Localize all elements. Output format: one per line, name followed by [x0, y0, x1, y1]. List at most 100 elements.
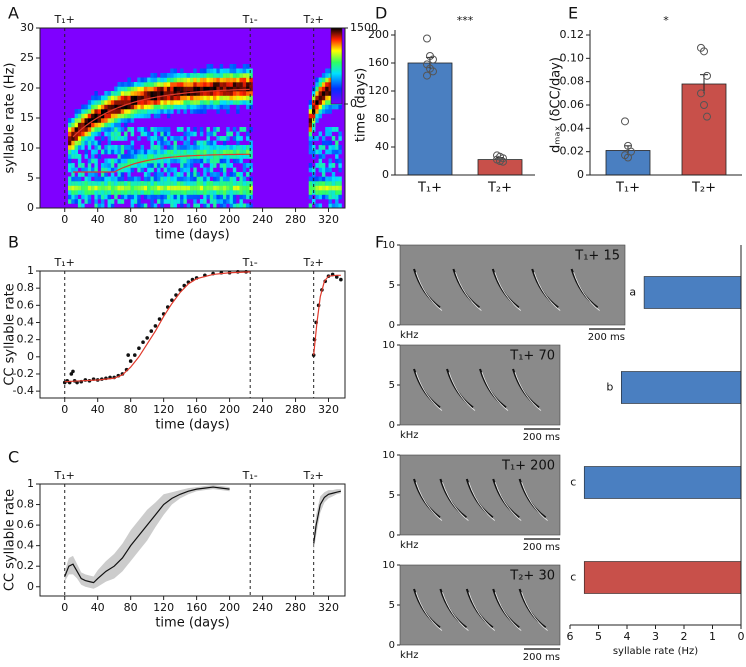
heatmap-cell — [190, 86, 194, 92]
heatmap-cell — [236, 73, 240, 78]
heatmap-cell — [87, 118, 92, 123]
heatmap-cell — [130, 203, 135, 209]
heatmap-cell — [104, 109, 108, 114]
x-tick-label: 160 — [186, 213, 207, 226]
heatmap-cell — [84, 131, 88, 137]
heatmap-cell — [150, 154, 154, 159]
heatmap-cell — [232, 190, 237, 195]
heatmap-cell — [239, 199, 243, 204]
heatmap-cell — [91, 154, 95, 159]
data-point — [423, 71, 431, 80]
heatmap-cell — [147, 185, 151, 191]
heatmap-cell — [77, 140, 82, 146]
heatmap-cell — [186, 194, 191, 200]
heatmap-cell — [68, 149, 72, 155]
heatmap-cell — [170, 91, 174, 96]
heatmap-cell — [219, 104, 224, 110]
heatmap-cell — [173, 73, 177, 78]
heatmap-cell — [325, 167, 329, 173]
heatmap-cell — [203, 104, 207, 110]
heatmap-cell — [219, 181, 224, 186]
heatmap-cell — [199, 77, 204, 83]
heatmap-cell — [186, 86, 191, 92]
y-tick-label: 10 — [382, 560, 395, 571]
heatmap-cell — [199, 149, 204, 155]
heatmap-cell — [209, 100, 214, 105]
heatmap-cell — [216, 82, 220, 87]
heatmap-cell — [193, 149, 197, 155]
heatmap-cell — [160, 181, 164, 186]
heatmap-cell — [176, 82, 181, 87]
event-label: T₁+ — [54, 256, 75, 269]
heatmap-cell — [232, 158, 237, 164]
heatmap-cell — [120, 190, 125, 195]
heatmap-cell — [68, 190, 72, 195]
heatmap-cell — [199, 104, 204, 110]
heatmap-cell — [223, 167, 227, 173]
heatmap-cell — [110, 163, 115, 168]
heatmap-cell — [193, 104, 197, 110]
y-tick-label: 10 — [382, 450, 395, 461]
heatmap-cell — [193, 181, 197, 186]
x-tick-label: 0 — [61, 213, 68, 226]
heatmap-cell — [143, 100, 148, 105]
event-label: T₂+ — [302, 469, 323, 482]
fit-line — [64, 271, 251, 383]
heatmap-cell — [104, 145, 108, 150]
x-tick-label: 80 — [124, 403, 138, 416]
heatmap-cell — [157, 158, 161, 164]
heatmap-cell — [312, 199, 316, 204]
heatmap-cell — [84, 118, 88, 123]
heatmap-cell — [232, 172, 237, 177]
heatmap-cell — [229, 73, 233, 78]
heatmap-cell — [101, 194, 105, 200]
heatmap-cell — [120, 154, 125, 159]
heatmap-cell — [176, 194, 181, 200]
heatmap-cell — [190, 190, 194, 195]
heatmap-cell — [143, 82, 148, 87]
heatmap-cell — [153, 113, 158, 119]
y-tick-label: 0.10 — [560, 51, 585, 64]
heatmap-cell — [183, 185, 187, 191]
heatmap-cell — [193, 194, 197, 200]
heatmap-cell — [186, 136, 191, 141]
heatmap-cell — [209, 73, 214, 78]
heatmap-cell — [71, 185, 75, 191]
heatmap-cell — [81, 127, 85, 132]
heatmap-cell — [213, 203, 217, 209]
heatmap-cell — [209, 145, 214, 150]
heatmap-cell — [117, 176, 121, 182]
heatmap-cell — [190, 73, 194, 78]
syllable-edge — [468, 592, 496, 631]
heatmap-cell — [325, 185, 329, 191]
heatmap-cell — [232, 136, 237, 141]
heatmap-cell — [140, 113, 144, 119]
heatmap-cell — [209, 64, 214, 69]
heatmap-cell — [206, 167, 210, 173]
heatmap-cell — [74, 127, 79, 132]
heatmap-cell — [226, 104, 230, 110]
heatmap-cell — [114, 127, 118, 132]
heatmap-cell — [183, 194, 187, 200]
heatmap-cell — [173, 176, 177, 182]
heatmap-cell — [209, 172, 214, 177]
data-point — [624, 153, 632, 162]
heatmap-cell — [223, 82, 227, 87]
heatmap-cell — [120, 136, 125, 141]
heatmap-cell — [206, 145, 210, 150]
heatmap-cell — [127, 190, 131, 195]
y-tick-label: 0.6 — [17, 518, 35, 531]
error-band — [64, 485, 230, 589]
heatmap-cell — [312, 149, 316, 155]
heatmap-cell — [147, 181, 151, 186]
heatmap-cell — [114, 145, 118, 150]
x-tick-label: 0 — [738, 630, 745, 643]
heatmap-cell — [308, 181, 313, 186]
heatmap-cell — [130, 82, 135, 87]
heatmap-cell — [232, 181, 237, 186]
heatmap-cell — [150, 167, 154, 173]
heatmap-cell — [338, 181, 342, 186]
heatmap-cell — [236, 95, 240, 101]
heatmap-cell — [328, 181, 332, 186]
heatmap-cell — [77, 199, 82, 204]
